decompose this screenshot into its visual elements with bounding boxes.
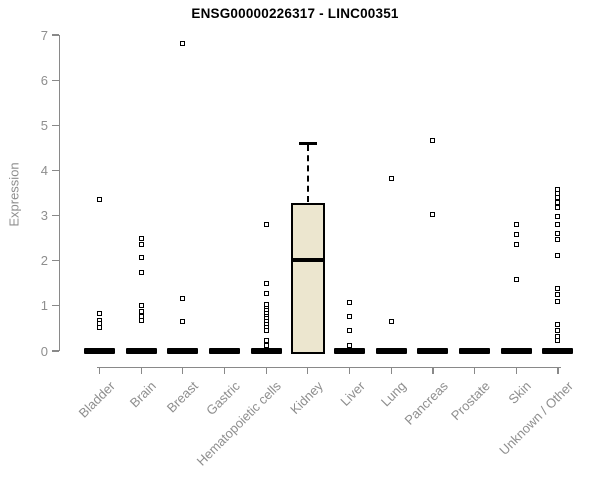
y-tick-mark (51, 260, 59, 262)
flat-box-median-bladder (84, 348, 115, 354)
outlier-point (555, 186, 561, 192)
outlier-point (97, 311, 102, 317)
outlier-point (555, 195, 561, 201)
y-tick-mark (51, 214, 59, 217)
outlier-point (180, 296, 186, 302)
y-tick-label: 7 (40, 27, 48, 43)
flat-box-median-skin (500, 348, 532, 354)
x-tick-mark (474, 366, 476, 374)
outlier-point (138, 269, 144, 275)
outlier-point (430, 137, 436, 143)
y-tick-mark (51, 124, 59, 126)
outlier-point (555, 322, 561, 328)
outlier-point (388, 175, 394, 181)
x-tick-mark (515, 366, 517, 374)
x-tick-mark (390, 366, 392, 374)
whisker-cap (298, 142, 317, 145)
flat-box-median-pancreas (417, 348, 449, 354)
outlier-point (138, 241, 144, 247)
y-tick-label: 2 (40, 253, 48, 269)
outlier-point (97, 325, 102, 331)
box-median-line (290, 257, 325, 262)
y-tick-label: 4 (40, 162, 48, 178)
y-tick-label: 6 (40, 72, 48, 88)
outlier-point (97, 197, 102, 203)
x-tick-mark (265, 366, 267, 374)
outlier-point (263, 291, 269, 297)
outlier-point (138, 309, 144, 315)
flat-box-median-prostate (459, 348, 491, 354)
y-tick-label: 5 (40, 117, 48, 133)
outlier-point (555, 199, 561, 205)
flat-box-median-liver (334, 348, 366, 354)
outlier-point (555, 221, 561, 227)
outlier-point (555, 299, 561, 305)
outlier-point (555, 236, 561, 242)
x-tick-mark (307, 366, 309, 374)
flat-box-median-unknown-other (542, 348, 574, 354)
outlier-point (513, 232, 519, 238)
outlier-point (347, 314, 353, 320)
x-axis-line (97, 366, 561, 368)
whisker-line (306, 144, 309, 202)
y-tick-mark (51, 305, 59, 307)
outlier-point (138, 318, 144, 324)
outlier-point (180, 318, 186, 324)
outlier-point (138, 303, 144, 309)
outlier-point (513, 241, 519, 247)
y-tick-label: 1 (40, 298, 48, 314)
flat-box-median-gastric (209, 348, 241, 354)
outlier-point (263, 222, 269, 228)
y-tick-mark (51, 169, 59, 172)
x-tick-mark (348, 366, 351, 374)
outlier-point (138, 255, 144, 261)
y-axis-line (58, 35, 60, 351)
outlier-point (555, 204, 561, 210)
outlier-point (555, 214, 561, 220)
outlier-point (138, 313, 144, 319)
y-tick-mark (51, 79, 59, 81)
outlier-point (555, 286, 561, 292)
outlier-point (555, 328, 561, 334)
x-tick-mark (182, 366, 184, 374)
flat-box-median-breast (167, 348, 199, 354)
outlier-point (555, 292, 561, 298)
outlier-point (388, 319, 394, 325)
y-tick-mark (51, 34, 59, 36)
outlier-point (263, 338, 269, 344)
chart-title: ENSG00000226317 - LINC00351 (191, 6, 399, 21)
outlier-point (263, 343, 269, 349)
outlier-point (180, 40, 186, 46)
outlier-point (555, 252, 561, 258)
y-tick-label: 3 (40, 208, 48, 224)
outlier-point (263, 328, 269, 334)
outlier-point (347, 343, 353, 349)
flat-box-median-hematopoietic-cells (250, 348, 282, 354)
x-tick-mark (557, 366, 559, 374)
outlier-point (138, 235, 144, 241)
outlier-point (347, 300, 353, 306)
outlier-point (555, 337, 561, 343)
outlier-point (513, 277, 519, 283)
outlier-point (263, 280, 269, 286)
outlier-point (513, 222, 519, 228)
y-tick-mark (51, 350, 59, 352)
y-tick-label: 0 (40, 343, 48, 359)
x-tick-mark (140, 366, 142, 374)
x-tick-mark (98, 366, 101, 374)
x-tick-mark (223, 366, 226, 374)
outlier-point (347, 328, 353, 334)
flat-box-median-lung (375, 348, 407, 354)
outlier-point (430, 212, 436, 218)
x-tick-mark (432, 366, 434, 374)
flat-box-median-brain (125, 348, 157, 354)
outlier-point (555, 230, 561, 236)
kidney-box (290, 203, 325, 355)
